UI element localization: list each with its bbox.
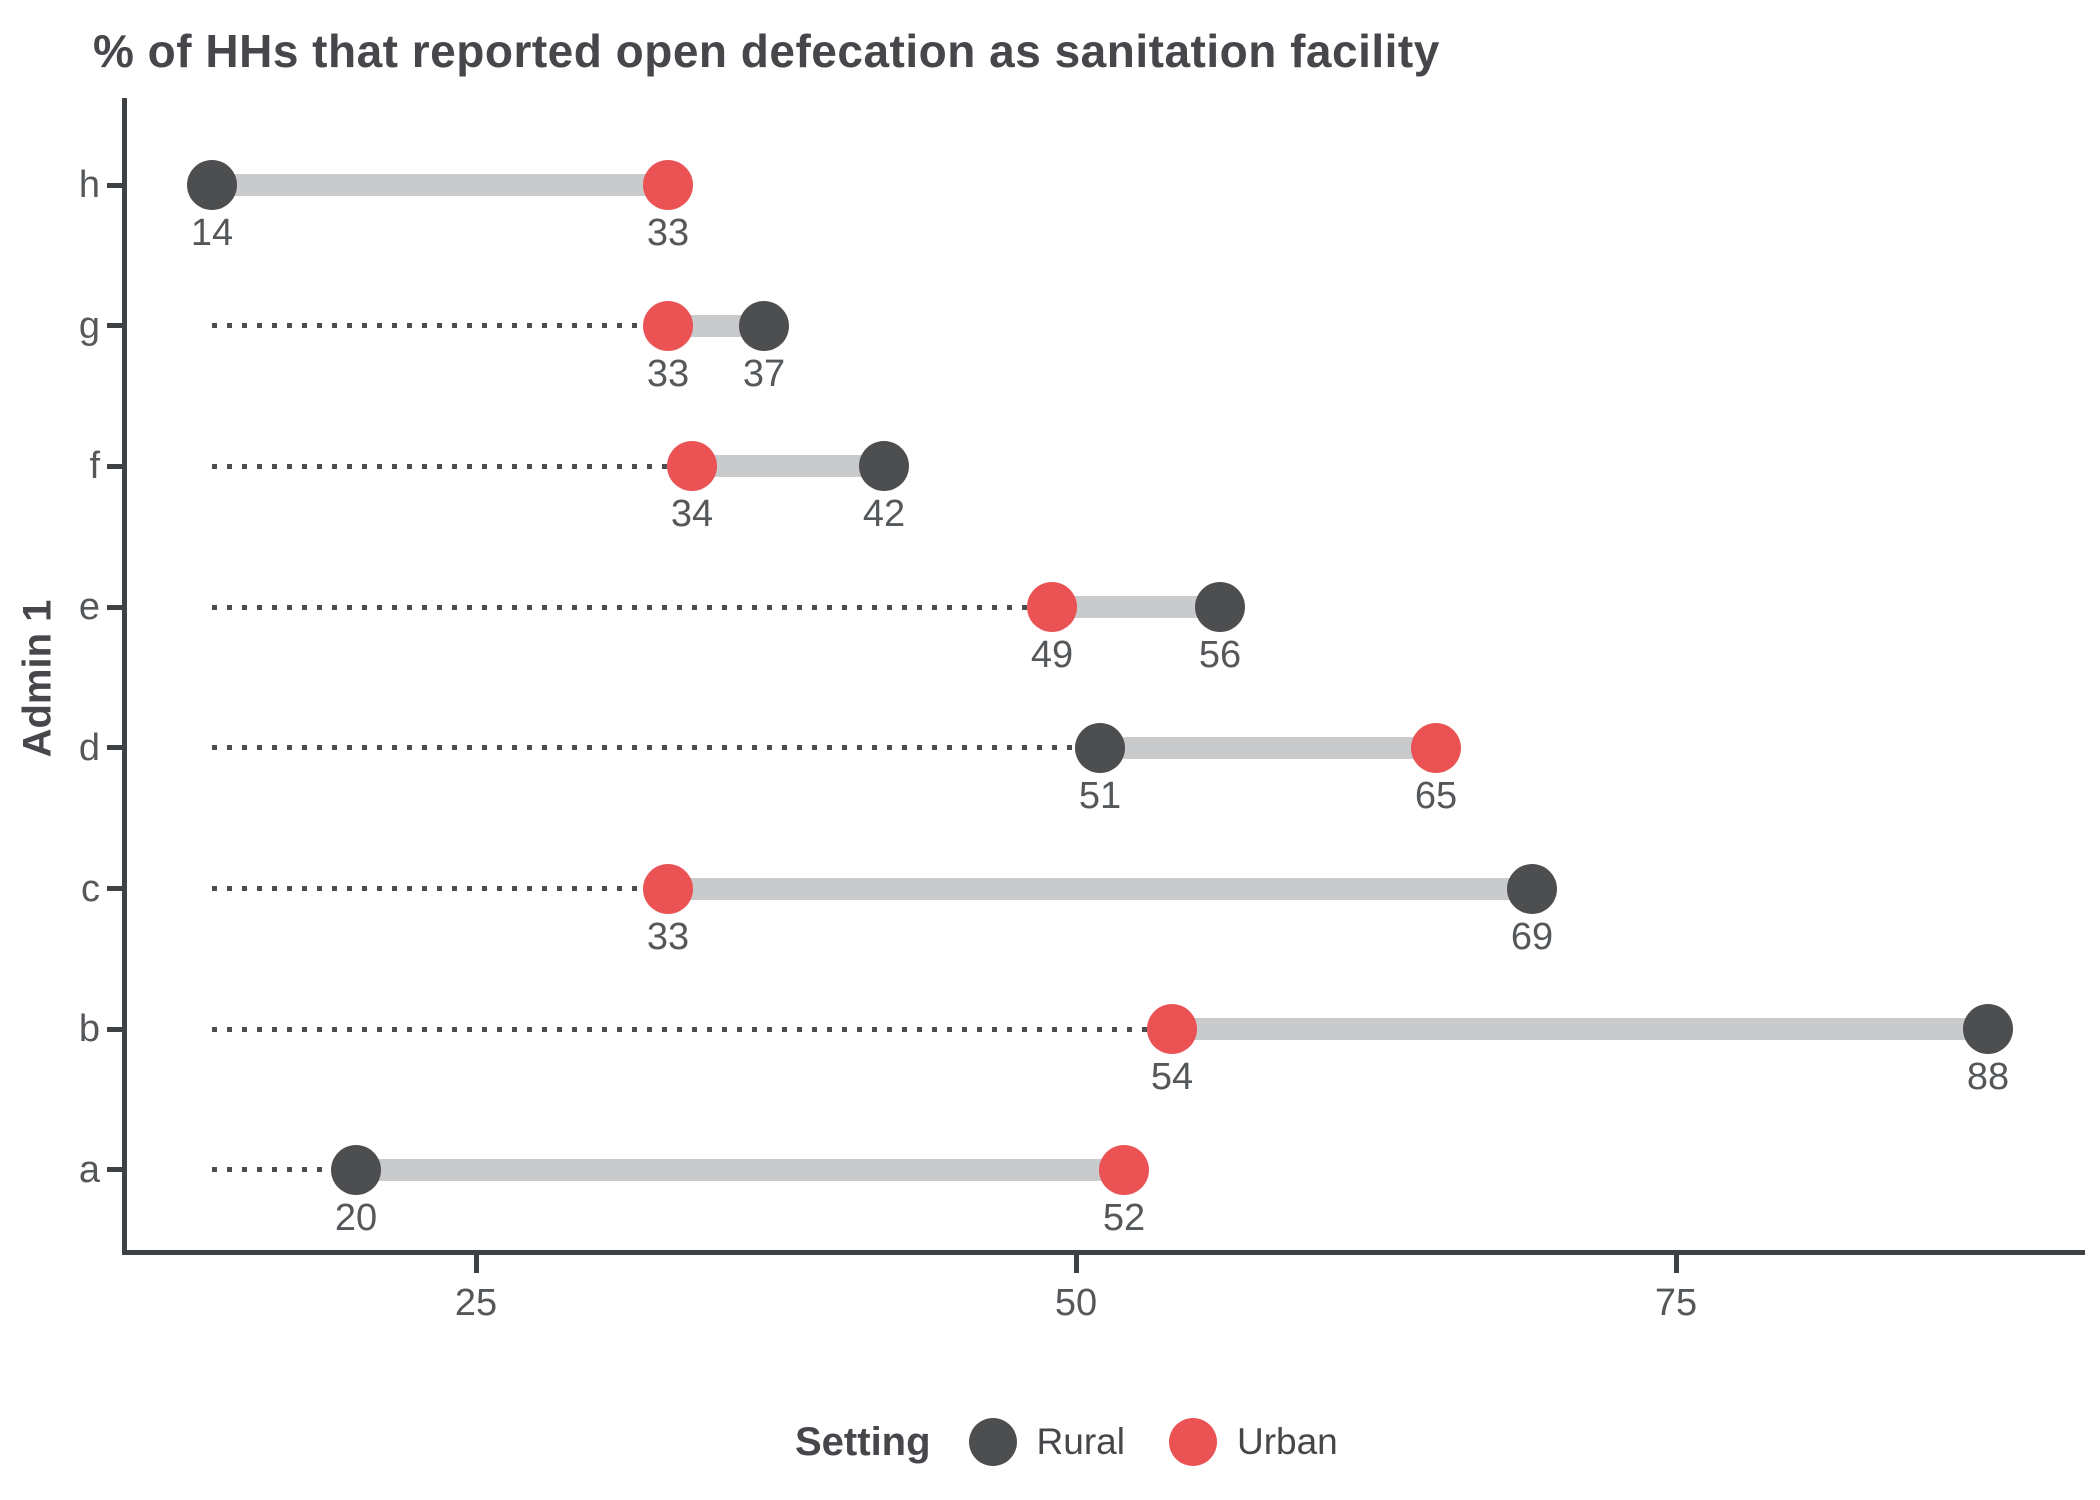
x-axis-tick	[1073, 1255, 1079, 1273]
urban-dot	[667, 441, 717, 492]
leader-line	[212, 886, 668, 892]
urban-dot	[643, 863, 693, 914]
connector-bar	[212, 174, 668, 196]
category-label: b	[78, 1008, 100, 1051]
rural-dot	[1075, 722, 1125, 773]
legend-swatch-rural	[968, 1418, 1017, 1466]
connector-bar	[692, 455, 884, 478]
urban-dot	[1027, 582, 1077, 633]
x-axis-tick-label: 75	[1654, 1282, 1698, 1324]
rural-value-label: 20	[334, 1196, 378, 1239]
connector-bar	[668, 877, 1532, 900]
urban-value-label: 33	[646, 212, 690, 254]
rural-value-label: 42	[862, 493, 906, 536]
legend-title: Setting	[795, 1419, 931, 1464]
rural-dot	[1195, 582, 1245, 633]
category-tick	[107, 1026, 123, 1032]
urban-value-label: 49	[1030, 634, 1074, 677]
urban-value-label: 54	[1150, 1056, 1194, 1099]
connector-bar	[1100, 736, 1436, 759]
y-axis-line	[122, 98, 127, 1254]
legend-swatch-urban	[1168, 1418, 1217, 1466]
category-tick	[107, 1167, 123, 1173]
leader-line	[212, 1167, 356, 1173]
legend-label-rural: Rural	[1036, 1421, 1125, 1462]
category-label: d	[78, 726, 100, 769]
rural-value-label: 69	[1510, 915, 1554, 958]
urban-value-label: 33	[646, 352, 690, 395]
x-axis-tick	[473, 1255, 479, 1273]
rural-dot	[1963, 1004, 2013, 1055]
urban-value-label: 52	[1102, 1196, 1146, 1239]
category-label: c	[81, 867, 100, 910]
rural-value-label: 56	[1198, 634, 1242, 677]
leader-line	[212, 323, 668, 329]
category-tick	[107, 745, 123, 751]
category-tick	[107, 182, 123, 188]
urban-dot	[643, 160, 693, 210]
connector-bar	[1172, 1018, 1988, 1041]
connector-bar	[356, 1158, 1124, 1181]
category-label: f	[89, 445, 100, 488]
rural-dot	[739, 300, 789, 351]
urban-value-label: 65	[1414, 774, 1458, 817]
rural-dot	[187, 160, 237, 210]
rural-dot	[859, 441, 909, 492]
leader-line	[212, 463, 692, 469]
category-label: g	[78, 304, 100, 347]
x-axis-line	[122, 1250, 2085, 1255]
category-label: a	[78, 1148, 100, 1191]
urban-dot	[1147, 1004, 1197, 1055]
legend-label-urban: Urban	[1236, 1421, 1338, 1462]
category-tick	[107, 604, 123, 610]
connector-bar	[1052, 596, 1220, 619]
category-label: e	[78, 586, 100, 629]
rural-dot	[1507, 863, 1557, 914]
category-tick	[107, 463, 123, 469]
category-tick	[107, 323, 123, 329]
rural-value-label: 51	[1078, 774, 1122, 817]
category-tick	[107, 886, 123, 892]
legend: Setting Rural Urban	[795, 1410, 1382, 1474]
x-axis-tick-label: 25	[454, 1282, 498, 1324]
leader-line	[212, 604, 1052, 610]
rural-value-label: 88	[1966, 1056, 2010, 1099]
leader-line	[212, 745, 1100, 751]
leader-line	[212, 1026, 1172, 1032]
urban-dot	[643, 300, 693, 351]
urban-dot	[1411, 722, 1461, 773]
urban-value-label: 33	[646, 915, 690, 958]
x-axis-tick-label: 50	[1054, 1282, 1098, 1324]
urban-value-label: 34	[670, 493, 714, 536]
rural-value-label: 37	[742, 352, 786, 395]
rural-value-label: 14	[190, 212, 234, 254]
urban-dot	[1099, 1144, 1149, 1195]
chart-title: % of HHs that reported open defecation a…	[93, 25, 1440, 77]
category-label: h	[78, 164, 100, 206]
rural-dot	[331, 1144, 381, 1195]
x-axis-tick	[1673, 1255, 1679, 1273]
